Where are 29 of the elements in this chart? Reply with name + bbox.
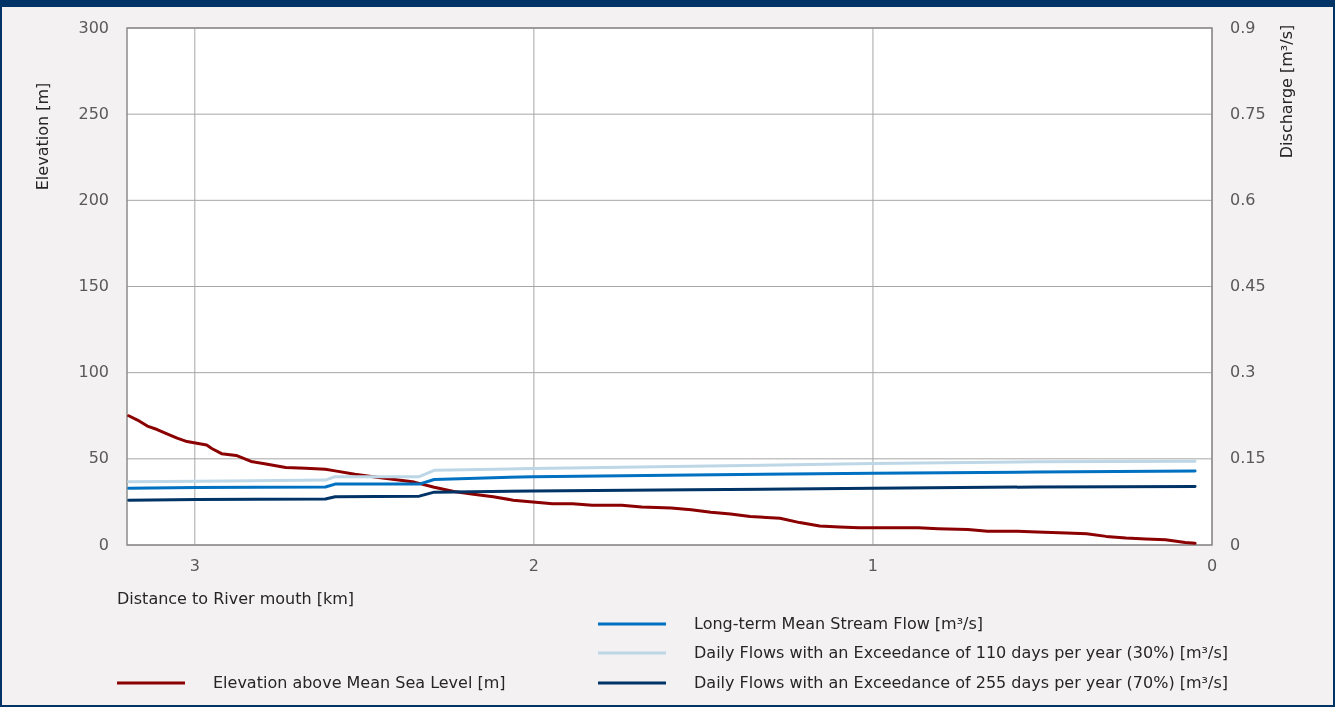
legend-label: Daily Flows with an Exceedance of 255 days per year (70%) [m³/s] — [694, 672, 1228, 692]
y2-tick-label: 0.6 — [1230, 189, 1256, 209]
y-tick-label: 150 — [78, 276, 109, 295]
y-axis-title: Elevation [m] — [33, 82, 52, 191]
x-axis-title: Distance to River mouth [km] — [117, 589, 355, 608]
y2-tick-label: 0.3 — [1230, 362, 1256, 382]
y2-tick-label: 0.75 — [1230, 103, 1266, 123]
y-tick-label: 100 — [78, 362, 109, 382]
legend-label: Elevation above Mean Sea Level [m] — [213, 672, 506, 692]
x-tick-label: 2 — [528, 556, 539, 575]
y-tick-label: 300 — [78, 17, 109, 37]
x-tick-label: 1 — [867, 556, 879, 575]
line-series — [127, 484, 1197, 502]
legend-label: Long-term Mean Stream Flow [m³/s] — [694, 613, 984, 633]
line-series — [127, 459, 1197, 484]
y2-tick-label: 0.9 — [1230, 17, 1256, 37]
y2-tick-label: 0.45 — [1230, 276, 1266, 295]
y2-axis-title: Discharge [m³/s] — [1277, 24, 1296, 159]
y-tick-label: 200 — [78, 189, 109, 209]
y2-tick-label: 0 — [1230, 534, 1241, 554]
legend-label: Daily Flows with an Exceedance of 110 days per year (30%) [m³/s] — [694, 642, 1228, 662]
x-tick-label: 3 — [189, 556, 200, 575]
line-series — [127, 414, 1197, 545]
y-tick-label: 50 — [88, 448, 109, 468]
y2-tick-label: 0.15 — [1230, 448, 1266, 468]
y-tick-label: 0 — [98, 534, 109, 554]
line-series — [127, 469, 1197, 490]
y-tick-label: 250 — [78, 103, 109, 123]
x-tick-label: 0 — [1206, 556, 1218, 575]
